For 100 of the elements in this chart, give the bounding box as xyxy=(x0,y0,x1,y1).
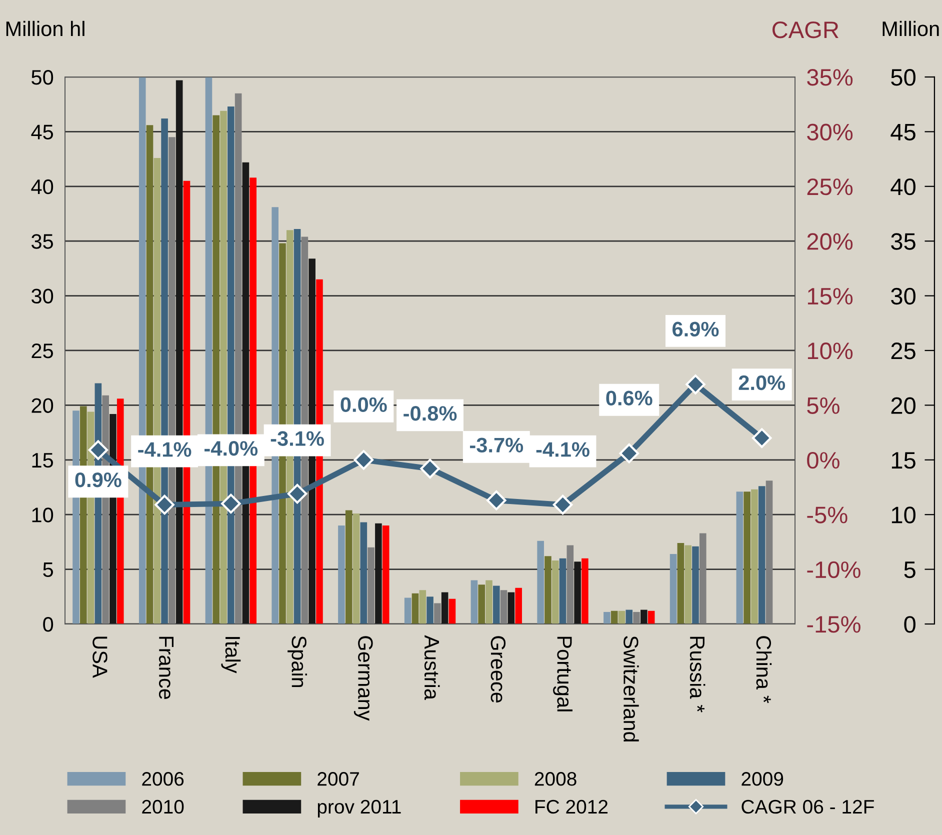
bar xyxy=(544,556,552,624)
point xyxy=(686,374,706,394)
bar xyxy=(448,598,456,624)
y3-axis-title: Million xyxy=(882,20,939,36)
data-label: -4.0% xyxy=(204,441,258,456)
bar xyxy=(610,610,618,624)
bar xyxy=(368,547,374,624)
bar xyxy=(426,596,434,624)
bar xyxy=(744,492,750,624)
bar xyxy=(434,603,441,624)
y3-tick-label: 45 xyxy=(890,124,916,140)
bar xyxy=(582,558,588,624)
bar xyxy=(618,610,626,624)
x-tick-label: Portugal xyxy=(553,636,572,712)
y3-tick-label: 40 xyxy=(890,178,916,196)
y2-tick-label: -10% xyxy=(807,561,860,578)
y3-tick-label: 0 xyxy=(904,616,916,633)
point xyxy=(221,494,241,514)
bar xyxy=(559,558,566,624)
y2-tick-label: -5% xyxy=(807,506,848,524)
bar xyxy=(640,610,648,624)
y2-tick-label: 35% xyxy=(807,69,853,86)
y-tick-label: 40 xyxy=(31,179,54,194)
legend-label: 2008 xyxy=(534,772,576,786)
x-tick-label: Germany xyxy=(354,636,373,721)
y2-axis-title: CAGR xyxy=(772,22,838,38)
x-tick-label: USA xyxy=(92,636,108,678)
bar xyxy=(574,562,581,624)
bar xyxy=(552,560,559,624)
legend-label: CAGR 06 - 12F xyxy=(742,800,874,814)
legend-label: 2010 xyxy=(142,800,184,814)
y3-tick-label: 20 xyxy=(891,397,916,414)
bar xyxy=(670,554,677,624)
x-tick-label: Switzerland xyxy=(624,636,639,742)
bar xyxy=(515,588,522,624)
y-tick-label: 50 xyxy=(32,70,54,85)
bar xyxy=(375,523,382,624)
y2-tick-label: 25% xyxy=(807,178,853,196)
bar xyxy=(677,543,684,624)
bar xyxy=(492,586,500,624)
x-tick-label: Austria xyxy=(424,635,440,700)
data-label: -0.8% xyxy=(404,406,457,421)
bar xyxy=(736,492,744,624)
y2-tick-label: 5% xyxy=(807,397,840,414)
bar xyxy=(345,510,352,624)
bar xyxy=(751,489,758,624)
bar xyxy=(699,533,706,624)
y3-tick-label: 30 xyxy=(891,288,916,305)
y-tick-label: 30 xyxy=(32,288,54,304)
bar xyxy=(766,480,773,624)
data-label: -4.1% xyxy=(138,442,192,457)
bar xyxy=(486,580,492,624)
point xyxy=(619,443,640,464)
bar xyxy=(692,546,699,624)
data-label: 0.9% xyxy=(75,472,122,488)
data-label: -4.1% xyxy=(536,442,590,457)
bar xyxy=(404,598,412,624)
y2-tick-label: 20% xyxy=(807,233,853,250)
bar xyxy=(566,545,574,624)
bar xyxy=(478,584,485,624)
y3-tick-label: 50 xyxy=(891,69,916,86)
bar xyxy=(360,522,368,624)
y3-tick-label: 25 xyxy=(891,342,916,360)
x-tick-label: China * xyxy=(756,636,772,704)
y-axis-title: Million hl xyxy=(6,20,84,36)
point xyxy=(287,484,308,504)
y-tick-label: 45 xyxy=(31,124,54,140)
y2-tick-label: 10% xyxy=(808,342,853,360)
data-label: -3.1% xyxy=(270,431,324,446)
x-tick-label: Greece xyxy=(490,636,506,702)
y3-tick-label: 35 xyxy=(891,233,916,250)
bar xyxy=(604,612,610,624)
y2-tick-label: -15% xyxy=(807,616,860,633)
bar xyxy=(441,592,448,624)
point xyxy=(752,428,772,448)
y2-tick-label: 15% xyxy=(808,288,853,305)
bar xyxy=(758,486,766,624)
y-tick-label: 15 xyxy=(32,453,54,468)
bar xyxy=(648,610,655,624)
legend-label: prov 2011 xyxy=(318,800,401,818)
x-tick-label: France xyxy=(158,636,174,700)
bar xyxy=(419,590,426,624)
y-tick-label: 25 xyxy=(32,343,54,358)
y-tick-label: 10 xyxy=(32,508,54,522)
point xyxy=(420,458,440,479)
point xyxy=(552,494,573,515)
bar xyxy=(537,540,544,624)
x-tick-label: Russia * xyxy=(690,636,706,712)
y3-tick-label: 15 xyxy=(892,452,916,469)
data-label: 2.0% xyxy=(738,375,786,390)
x-tick-label: Italy xyxy=(221,637,241,674)
data-label: -3.7% xyxy=(470,438,524,453)
bar xyxy=(684,545,692,624)
y-tick-label: 20 xyxy=(32,398,54,413)
bar xyxy=(382,526,390,624)
point xyxy=(88,440,108,460)
bar xyxy=(508,592,515,624)
y3-tick-label: 5 xyxy=(904,562,916,578)
y-tick-label: 0 xyxy=(43,616,54,632)
legend-label: FC 2012 xyxy=(536,800,608,814)
